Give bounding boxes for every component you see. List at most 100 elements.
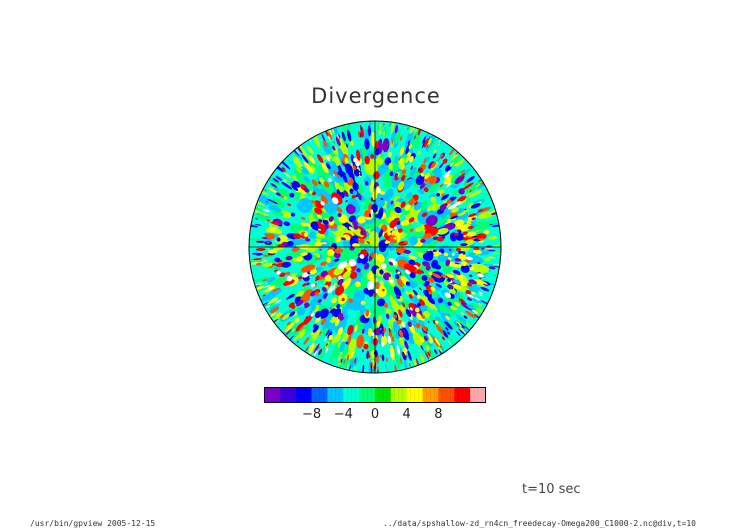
field-blob	[478, 237, 485, 241]
field-blob	[289, 311, 296, 317]
field-blob	[317, 299, 322, 303]
field-blob	[474, 297, 481, 301]
field-blob	[315, 238, 322, 242]
colorbar-swatch	[343, 387, 360, 403]
colorbar-swatch	[406, 387, 423, 403]
field-blob	[375, 214, 380, 219]
field-blob	[427, 320, 430, 323]
field-blob	[341, 306, 349, 318]
field-blob	[467, 294, 475, 299]
field-blob	[405, 308, 412, 318]
field-blob	[339, 137, 343, 144]
field-blob	[406, 354, 408, 358]
field-blob	[261, 237, 268, 240]
field-blob	[351, 194, 356, 199]
field-blob	[418, 348, 420, 352]
field-blob	[394, 274, 400, 280]
colorbar-swatch	[470, 387, 486, 403]
field-blob	[280, 210, 292, 219]
field-blob	[478, 209, 490, 215]
field-blob	[450, 215, 459, 220]
field-blob	[305, 238, 311, 242]
field-blob	[325, 343, 328, 347]
field-blob	[365, 309, 370, 317]
field-blob	[304, 303, 310, 309]
field-blob	[356, 334, 365, 349]
field-blob	[443, 172, 450, 178]
field-blob	[410, 307, 413, 311]
field-blob	[453, 232, 460, 236]
field-blob	[456, 201, 462, 206]
field-blob	[397, 228, 403, 233]
field-blob	[267, 302, 277, 308]
field-blob	[303, 232, 308, 238]
field-blob	[324, 337, 327, 342]
field-blob	[468, 274, 473, 278]
field-blob	[426, 144, 429, 148]
field-blob	[359, 254, 365, 259]
field-blob	[266, 219, 271, 222]
field-blob	[364, 138, 370, 150]
field-blob	[409, 272, 416, 279]
field-blob	[314, 292, 319, 296]
field-blob	[436, 193, 440, 197]
field-blob	[325, 275, 332, 282]
field-blob	[438, 163, 444, 169]
field-blob	[391, 139, 394, 145]
field-blob	[279, 272, 286, 278]
field-blob	[454, 219, 465, 227]
field-blob	[386, 313, 390, 320]
field-blob	[395, 354, 401, 369]
field-blob	[268, 288, 282, 297]
field-blob	[399, 356, 403, 365]
field-blob	[447, 257, 452, 261]
field-blob	[377, 253, 385, 263]
field-blob	[393, 314, 397, 319]
field-blob	[378, 229, 384, 238]
field-blob	[292, 311, 299, 317]
field-blob	[353, 158, 357, 163]
field-blob	[401, 164, 405, 171]
field-blob	[328, 216, 334, 222]
field-blob	[430, 196, 437, 204]
field-blob	[488, 235, 498, 240]
field-blob	[414, 135, 416, 140]
field-blob	[482, 193, 490, 198]
field-blob	[403, 249, 411, 254]
field-blob	[375, 289, 378, 294]
field-blob	[397, 181, 405, 191]
field-blob	[317, 228, 322, 231]
field-blob	[452, 154, 461, 163]
field-blob	[293, 160, 303, 171]
field-blob	[372, 216, 388, 227]
field-blob	[423, 138, 429, 148]
field-blob	[420, 200, 428, 208]
field-blob	[376, 157, 384, 166]
field-blob	[436, 227, 449, 235]
field-blob	[317, 220, 321, 225]
field-blob	[266, 305, 271, 308]
field-blob	[460, 173, 466, 178]
field-blob	[255, 218, 259, 220]
field-blob	[468, 213, 477, 218]
field-blob	[296, 328, 306, 339]
field-blob	[379, 354, 382, 358]
field-blob	[317, 223, 326, 229]
field-blob	[380, 279, 384, 287]
field-blob	[444, 321, 448, 325]
field-blob	[493, 265, 501, 268]
field-blob	[300, 166, 309, 176]
field-blob	[337, 342, 341, 348]
field-blob	[255, 253, 264, 256]
field-blob	[364, 262, 370, 270]
field-blob	[434, 337, 441, 347]
field-blob	[352, 220, 358, 227]
field-blob	[465, 256, 473, 261]
field-blob	[471, 217, 476, 221]
field-blob	[334, 248, 344, 254]
field-blob	[342, 333, 349, 340]
field-blob	[408, 198, 415, 206]
field-blob	[291, 305, 296, 309]
field-blob	[441, 336, 446, 341]
field-blob	[277, 244, 284, 247]
